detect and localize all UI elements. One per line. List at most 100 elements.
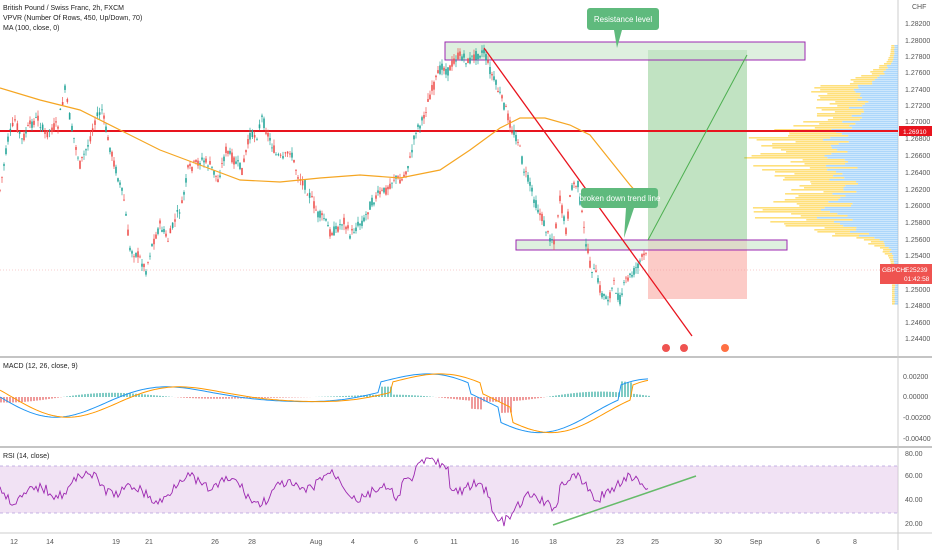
price-tick-label: 1.28000 <box>905 38 930 45</box>
macd-histogram-bar <box>330 396 332 397</box>
volume-profile-down-bar <box>819 123 856 125</box>
candle-body <box>539 213 541 216</box>
candle-body <box>559 195 561 202</box>
target-line[interactable] <box>647 54 748 241</box>
candle-body <box>373 202 375 205</box>
macd-label[interactable]: MACD (12, 26, close, 9) <box>3 363 78 370</box>
macd-histogram-bar <box>393 394 395 397</box>
volume-profile-up-bar <box>857 167 898 169</box>
event-flag-icon[interactable] <box>662 344 670 352</box>
macd-histogram-bar <box>522 397 524 401</box>
candle-body <box>363 217 365 222</box>
price-tick-label: 1.27800 <box>905 54 930 61</box>
candle-body <box>235 161 237 164</box>
rsi-trend-line[interactable] <box>552 475 697 526</box>
macd-axis[interactable]: 0.00200 0.00000 -0.00200 -0.00400 <box>903 374 931 443</box>
macd-histogram-bar <box>381 386 383 397</box>
ma-indicator-label[interactable]: MA (100, close, 0) <box>3 25 59 32</box>
volume-profile-down-bar <box>762 169 828 171</box>
candle-body <box>639 260 641 262</box>
volume-profile-up-bar <box>848 135 898 137</box>
candle-body <box>115 166 117 174</box>
macd-histogram-bar <box>285 397 287 398</box>
time-tick-label: 26 <box>211 539 219 546</box>
macd-histogram-bar <box>279 397 281 398</box>
moving-average-line[interactable] <box>0 87 649 206</box>
candle-body <box>499 91 501 93</box>
candlestick-series[interactable] <box>0 44 647 307</box>
price-axis[interactable]: 1.28200 1.28000 1.27800 1.27600 1.27400 1.272… <box>905 21 930 343</box>
candle-body <box>201 157 203 160</box>
candle-body <box>197 160 199 166</box>
volume-profile-down-bar <box>891 285 896 287</box>
volume-profile-up-bar <box>894 299 898 301</box>
vpvr-indicator-label[interactable]: VPVR (Number Of Rows, 450, Up/Down, 70) <box>3 15 142 22</box>
volume-profile-down-bar <box>795 141 849 143</box>
time-axis[interactable]: 12 14 19 21 26 28 Aug 4 6 11 16 18 23 25 30 Sep 6 8 <box>10 539 857 546</box>
macd-histogram-bar <box>567 393 569 397</box>
current-price-tag: GBPCHF 1.25239 01:42:58 <box>880 264 932 284</box>
macd-histogram-bar <box>585 392 587 397</box>
volume-profile-up-bar <box>840 197 898 199</box>
candle-body <box>315 209 317 211</box>
volume-profile-up-bar <box>893 261 898 263</box>
event-icons[interactable] <box>662 344 729 352</box>
red-level-tag: 1.26910 <box>899 126 932 136</box>
candle-body <box>333 226 335 236</box>
time-tick-label: 12 <box>10 539 18 546</box>
macd-histogram-bar <box>189 397 191 399</box>
candle-body <box>75 147 77 150</box>
volume-profile-up-bar <box>845 185 898 187</box>
trendline-callout[interactable]: broken down trend line <box>580 188 661 238</box>
macd-tick-label: -0.00200 <box>903 415 931 422</box>
candle-body <box>577 180 579 188</box>
macd-histogram-bar <box>636 394 638 397</box>
candle-body <box>433 81 435 90</box>
rsi-label[interactable]: RSI (14, close) <box>3 453 49 460</box>
volume-profile-down-bar <box>870 241 884 243</box>
candle-body <box>359 223 361 226</box>
macd-histogram-bar <box>99 393 101 397</box>
candle-body <box>611 287 613 289</box>
macd-histogram-bar <box>57 397 59 398</box>
resistance-box[interactable] <box>444 41 806 61</box>
macd-histogram-bar <box>183 397 185 398</box>
event-flag-icon[interactable] <box>680 344 688 352</box>
price-tick-label: 1.25800 <box>905 220 930 227</box>
volume-profile-up-bar <box>844 177 898 179</box>
macd-signal-line <box>0 373 649 434</box>
resistance-callout[interactable]: Resistance level <box>587 8 659 48</box>
candle-body <box>507 113 509 121</box>
event-flag-icon[interactable] <box>721 344 729 352</box>
volume-profile-down-bar <box>879 247 889 249</box>
macd-histogram-bar <box>552 395 554 397</box>
price-tick-label: 1.26400 <box>905 170 930 177</box>
macd-histogram-bar <box>600 391 602 397</box>
volume-profile-up-bar <box>894 289 898 291</box>
candle-body <box>16 123 19 132</box>
candle-body <box>445 68 447 75</box>
volume-profile-down-bar <box>809 167 858 169</box>
volume-profile-up-bar <box>895 301 898 303</box>
volume-profile-up-bar <box>893 55 898 57</box>
support-box[interactable] <box>515 239 788 251</box>
macd-histogram-bar <box>492 397 494 402</box>
macd-histogram-bar <box>282 397 284 398</box>
macd-histogram-bar <box>204 397 206 399</box>
macd-histogram-bar <box>0 397 2 403</box>
candle-body <box>53 123 55 130</box>
candle-body <box>231 152 233 163</box>
candle-body <box>391 182 393 184</box>
macd-histogram-bar <box>468 397 470 401</box>
macd-histogram-bar <box>534 397 536 399</box>
volume-profile-up-bar <box>893 49 898 51</box>
volume-profile-up-bar <box>857 85 898 87</box>
volume-profile-down-bar <box>761 145 831 147</box>
macd-histogram-bar <box>258 397 260 399</box>
macd-histogram-bar <box>576 392 578 397</box>
rsi-axis[interactable]: 80.00 60.00 40.00 20.00 <box>905 451 923 528</box>
candle-body <box>73 137 75 139</box>
volume-profile-down-bar <box>786 151 848 153</box>
volume-profile-up-bar <box>885 69 898 71</box>
